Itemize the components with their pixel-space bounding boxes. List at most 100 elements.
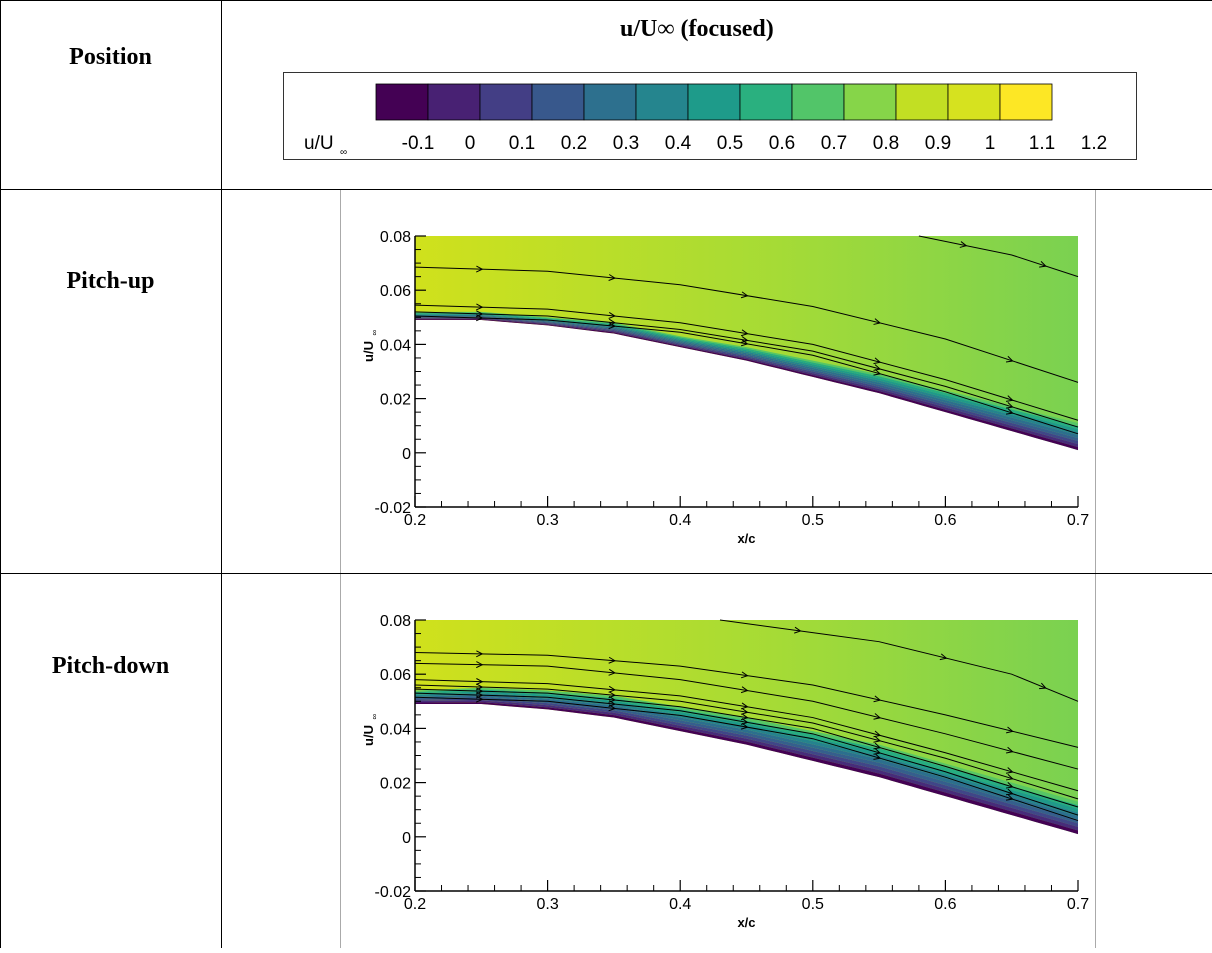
streamline-arrow (873, 368, 882, 376)
streamline-arrow (740, 329, 749, 337)
table-row-divider (0, 189, 1212, 190)
streamline-arrow (873, 713, 882, 720)
streamline-arrow (608, 704, 617, 712)
y-axis-label-text: u/U (361, 725, 376, 746)
streamline-arrow (476, 695, 484, 703)
x-tick-label: 0.5 (802, 512, 824, 529)
row-label-pitch-up: Pitch-up (66, 268, 155, 294)
streamline-arrow (740, 707, 749, 715)
colorbar-tick-label: 0.5 (717, 133, 743, 154)
streamline-arrow (1005, 395, 1014, 402)
streamline-arrow (740, 722, 749, 730)
y-tick-label: 0.06 (380, 667, 411, 684)
colorbar-tick-label: 1.1 (1029, 133, 1055, 154)
streamline-arrow (608, 685, 617, 693)
colorbar-swatch (999, 83, 1053, 121)
y-tick-label: 0.02 (380, 392, 411, 409)
colorbar-legend: -0.1 0 0.1 0.2 0.3 0.4 0.5 0.6 0.7 0.8 0.9 1 1.1 1.2 u… (283, 72, 1137, 160)
streamline-arrow (1039, 261, 1047, 268)
table-row-divider (0, 573, 1212, 574)
streamline-arrow (873, 695, 882, 703)
x-tick-label: 0.7 (1067, 512, 1089, 529)
streamline-arrow (873, 736, 882, 743)
streamline-arrow (794, 626, 802, 634)
x-tick-label: 0.7 (1067, 896, 1089, 913)
streamline-arrow (1005, 355, 1014, 363)
streamline-arrow (608, 274, 617, 281)
streamline-arrow (1005, 773, 1014, 781)
y-tick-label: 0 (402, 446, 411, 463)
streamline-arrow (1005, 402, 1014, 409)
colorbar-tick-label: 0.4 (665, 133, 692, 154)
y-tick-label: 0.08 (380, 613, 411, 630)
colorbar: -0.1 0 0.1 0.2 0.3 0.4 0.5 0.6 0.7 0.8 0.9 1 1.1 1.2 u… (304, 83, 1107, 158)
streamline-arrow (939, 653, 948, 661)
header-field: u/U∞ (focused) (620, 16, 774, 42)
x-tick-label: 0.6 (934, 896, 956, 913)
streamline-arrow (959, 241, 968, 248)
streamline-arrow (740, 339, 749, 347)
streamline-arrow (740, 336, 749, 343)
colorbar-swatch (427, 83, 481, 121)
colorbar-tick-label: 0.3 (613, 133, 639, 154)
y-tick-label: 0.08 (380, 229, 411, 246)
plot-frame-pitch-up: 0.2 0.3 0.4 0.5 0.6 0.7 -0.02 0 0.02 0.04 0.06 0.08… (340, 190, 1096, 573)
x-tick-label: 0.2 (404, 512, 426, 529)
colorbar-swatch (375, 83, 429, 121)
streamline-arrow (1006, 726, 1014, 734)
streamline-arrow (476, 314, 484, 322)
colorbar-swatch (947, 83, 1001, 121)
y-tick-label: -0.02 (375, 884, 412, 901)
colorbar-tick-label: 0.7 (821, 133, 847, 154)
streamline-arrow (608, 312, 617, 319)
x-tick-label: 0.5 (802, 896, 824, 913)
table-top-border (0, 0, 1212, 1)
streamline-arrow (1005, 746, 1014, 754)
streamline-arrow (1005, 794, 1014, 801)
y-axis-label-subscript: ∞ (370, 330, 379, 336)
colorbar-swatch (687, 83, 741, 121)
colorbar-title-subscript: ∞ (340, 147, 347, 158)
x-tick-label: 0.3 (536, 896, 558, 913)
x-axis-label: x/c (737, 531, 755, 546)
colorbar-swatch (583, 83, 637, 121)
streamline-arrow (873, 318, 882, 325)
streamline-arrow (1005, 781, 1014, 789)
x-tick-label: 0.4 (669, 512, 691, 529)
streamline-arrow (608, 318, 617, 326)
y-tick-label: 0 (402, 830, 411, 847)
x-tick-label: 0.3 (536, 512, 558, 529)
x-tick-label: 0.4 (669, 896, 691, 913)
colorbar-title: u/U (304, 133, 334, 154)
colorbar-tick-label: 1.2 (1081, 133, 1107, 154)
colorbar-tick-label: 0.9 (925, 133, 951, 154)
x-axis-label: x/c (737, 915, 755, 930)
row-label-pitch-down: Pitch-down (51, 653, 170, 679)
x-tick-label: 0.6 (934, 512, 956, 529)
streamline-arrow (1005, 767, 1014, 774)
streamline-arrow (1039, 682, 1047, 690)
streamline-arrow (608, 656, 617, 664)
streamline-arrow (476, 661, 484, 669)
streamline-arrow (1005, 408, 1014, 415)
table-left-border (0, 0, 1, 948)
streamline-arrow (476, 678, 484, 685)
colorbar-tick-label: 0.8 (873, 133, 899, 154)
y-axis-label: u/U ∞ (361, 330, 379, 362)
contour-plot-pitch-up: 0.2 0.3 0.4 0.5 0.6 0.7 -0.02 0 0.02 0.04 0.06 0.08… (361, 229, 1089, 546)
y-tick-label: 0.06 (380, 283, 411, 300)
colorbar-swatch (791, 83, 845, 121)
streamline-arrow (476, 265, 484, 273)
colorbar-tick-label: 0 (465, 133, 476, 154)
streamline-arrow (476, 650, 484, 658)
colorbar-swatch (479, 83, 533, 121)
streamline-arrow (740, 291, 749, 299)
colorbar-tick-label: 0.2 (561, 133, 587, 154)
streamline-arrow (740, 671, 749, 679)
streamline-arrow (740, 702, 749, 710)
colorbar-swatch (843, 83, 897, 121)
y-tick-label: -0.02 (375, 500, 412, 517)
y-tick-label: 0.04 (380, 721, 411, 738)
y-axis-label-text: u/U (361, 341, 376, 362)
streamline-arrow (608, 322, 617, 330)
